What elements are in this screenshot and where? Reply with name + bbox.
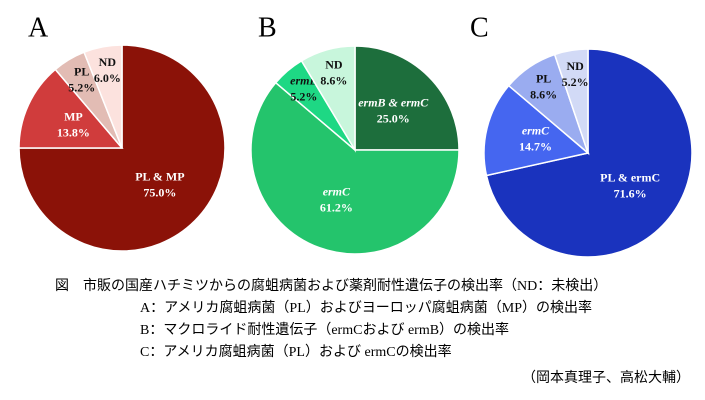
pie-slice	[483, 84, 590, 177]
pie-slice	[300, 45, 356, 153]
caption-credit: （岡本真理子、高松大輔）	[522, 369, 690, 386]
pie-slice	[18, 44, 226, 252]
caption-line: B：マクロライド耐性遺伝子（ermCおよび ermB）の検出率	[140, 321, 509, 338]
pie-slice	[18, 68, 124, 149]
panel-label: C	[470, 12, 489, 43]
pie-slice	[250, 81, 460, 255]
caption-line: A：アメリカ腐蛆病菌（PL）およびヨーロッパ腐蛆病菌（MP）の検出率	[140, 299, 592, 316]
slice-value: 8.6%	[320, 74, 347, 88]
caption-title: 図 市販の国産ハチミツからの腐蛆病菌および薬剤耐性遺伝子の検出率（ND：未検出）	[55, 277, 607, 294]
slice-value: 6.0%	[94, 71, 121, 85]
slice-value: 75.0%	[143, 186, 176, 200]
slice-value: 13.8%	[57, 125, 90, 139]
panel-label: A	[28, 12, 49, 43]
slice-value: 61.2%	[320, 201, 353, 215]
slice-name: PL	[536, 71, 551, 85]
slice-value: 5.2%	[562, 75, 589, 89]
slice-value: 71.6%	[614, 187, 647, 201]
slice-name: ermC	[522, 124, 550, 138]
slice-value: 5.2%	[68, 81, 95, 95]
slice-name: PL & MP	[135, 170, 184, 184]
slice-name: MP	[64, 109, 83, 123]
slice-name: ermB & ermC	[358, 96, 429, 110]
slice-name: PL	[74, 65, 89, 79]
slice-name: PL & ermC	[600, 171, 660, 185]
slice-value: 14.7%	[519, 140, 552, 154]
pie-slice	[83, 44, 123, 149]
panel-label: B	[258, 12, 277, 43]
slice-name: ND	[566, 59, 584, 73]
pie-slice	[553, 48, 589, 154]
slice-value: 5.2%	[290, 89, 317, 103]
slice-value: 8.6%	[530, 87, 557, 101]
slice-name: ermC	[323, 185, 351, 199]
caption-line: C：アメリカ腐蛆病菌（PL）および ermCの検出率	[140, 343, 452, 360]
slice-name: ND	[325, 58, 343, 72]
slice-name: ND	[99, 55, 117, 69]
pie-slice	[354, 45, 460, 151]
pie-slice	[485, 48, 693, 258]
slice-value: 25.0%	[377, 112, 410, 126]
